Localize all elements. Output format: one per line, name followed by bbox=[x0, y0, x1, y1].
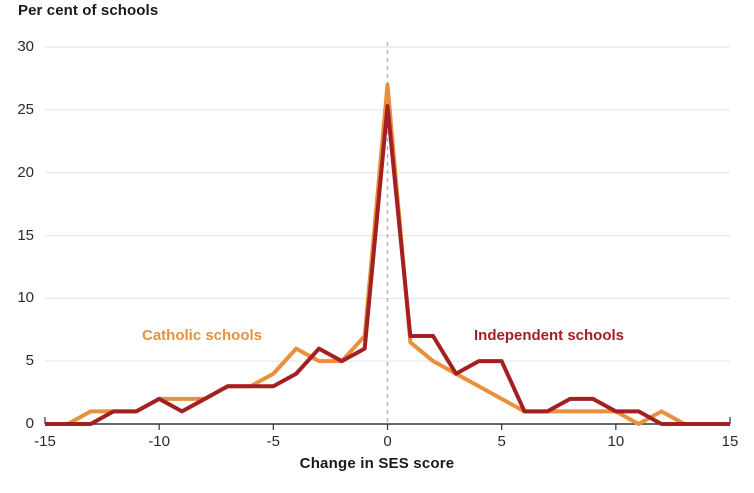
x-tick-label: 0 bbox=[383, 433, 392, 450]
series-label-independent: Independent schools bbox=[474, 327, 625, 344]
x-tick-label: -5 bbox=[266, 433, 280, 450]
y-tick-label: 0 bbox=[25, 415, 34, 432]
y-tick-label: 30 bbox=[17, 38, 34, 55]
y-tick-label: 15 bbox=[17, 226, 34, 244]
x-tick-label: 5 bbox=[497, 433, 506, 450]
x-tick-label: 15 bbox=[721, 433, 739, 450]
series-line-independent bbox=[45, 104, 730, 426]
x-axis-title: Change in SES score bbox=[299, 455, 455, 472]
x-tick-label: 10 bbox=[607, 433, 625, 450]
series-label-catholic: Catholic schools bbox=[142, 327, 263, 344]
y-tick-label: 10 bbox=[17, 289, 34, 307]
y-tick-label: 5 bbox=[25, 352, 34, 370]
x-tick-label: -10 bbox=[148, 433, 170, 450]
x-tick-label: -15 bbox=[34, 433, 56, 450]
chart-title: Per cent of schools bbox=[18, 2, 159, 19]
series-lines bbox=[45, 82, 730, 426]
y-tick-label: 25 bbox=[17, 100, 34, 118]
y-tick-label: 20 bbox=[17, 163, 34, 181]
